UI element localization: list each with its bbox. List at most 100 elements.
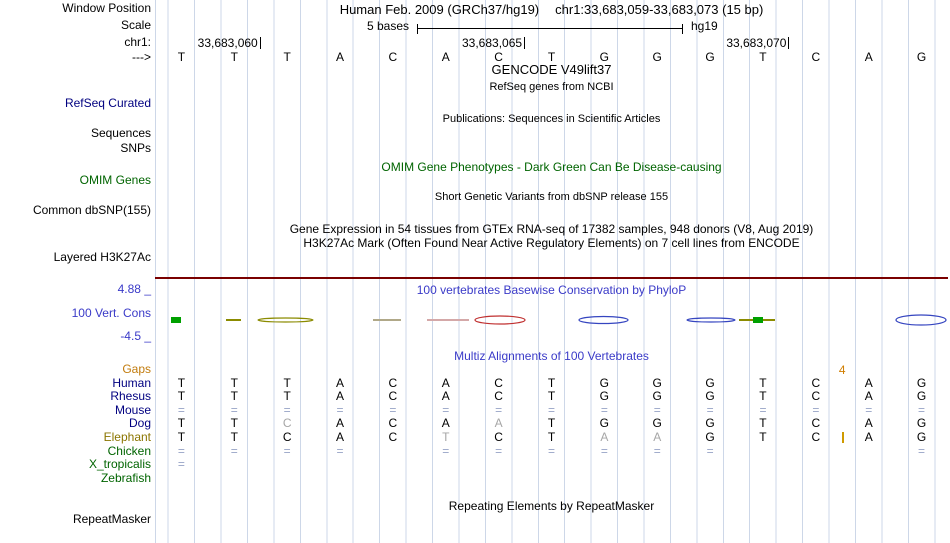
track-label-x_tropicalis[interactable]: X_tropicalis <box>88 457 151 472</box>
track-title-h3k27ac[interactable]: H3K27Ac Mark (Often Found Near Active Re… <box>303 236 800 250</box>
alignment-cell: C <box>282 430 292 444</box>
track-label-dog[interactable]: Dog <box>128 416 151 431</box>
alignment-cell: T <box>442 430 450 444</box>
alignment-cell: T <box>177 389 186 404</box>
alignment-cell: A <box>336 430 345 444</box>
alignment-cell: = <box>283 443 291 458</box>
track-title-conservation[interactable]: 100 vertebrates Basewise Conservation by… <box>416 283 687 297</box>
alignment-cell: = <box>230 402 238 417</box>
track-separator-line <box>155 277 948 279</box>
alignment-cell: = <box>442 443 450 458</box>
genome-build-label: hg19 <box>691 19 718 33</box>
alignment-cell: C <box>494 375 503 390</box>
alignment-cell: = <box>547 402 555 417</box>
alignment-cell: T <box>759 430 767 444</box>
track-label-sequences[interactable]: Sequences <box>90 126 151 140</box>
alignment-cell: T <box>230 375 238 390</box>
track-label-zebrafish[interactable]: Zebrafish <box>100 470 151 485</box>
conservation-mark <box>578 315 629 325</box>
reference-base-cell: T <box>547 50 556 64</box>
alignment-cell: = <box>177 402 185 417</box>
track-label-snps[interactable]: SNPs <box>120 141 151 155</box>
track-label-chicken[interactable]: Chicken <box>107 443 151 458</box>
alignment-cell: T <box>230 416 238 431</box>
track-title-repeatmasker[interactable]: Repeating Elements by RepeatMasker <box>448 499 655 513</box>
track-label-repeatmasker[interactable]: RepeatMasker <box>72 512 151 526</box>
reference-base-cell: T <box>283 50 291 64</box>
track-label-rhesus[interactable]: Rhesus <box>110 389 151 404</box>
reference-base-cell: C <box>494 50 503 64</box>
reference-base-cell: A <box>336 50 345 64</box>
alignment-cell: G <box>705 416 715 431</box>
track-title-gencode[interactable]: GENCODE V49lift37 <box>491 62 612 77</box>
reference-base-cell: G <box>652 50 662 64</box>
reference-base-cell: G <box>916 50 927 64</box>
alignment-cell: A <box>336 389 345 404</box>
alignment-cell: A <box>441 416 450 431</box>
track-title-gtex[interactable]: Gene Expression in 54 tissues from GTEx … <box>289 222 814 236</box>
track-label-gaps[interactable]: Gaps <box>122 362 151 376</box>
alignment-cell: = <box>918 402 926 417</box>
track-label-layered-h3k27ac[interactable]: Layered H3K27Ac <box>53 250 151 264</box>
track-label-mouse[interactable]: Mouse <box>114 402 151 417</box>
alignment-cell: T <box>547 375 556 390</box>
alignment-cell: G <box>599 375 610 390</box>
base-position-grid <box>155 0 948 543</box>
reference-base-cell: C <box>388 50 398 64</box>
alignment-cell: G <box>599 416 610 431</box>
track-title-publications[interactable]: Publications: Sequences in Scientific Ar… <box>442 113 661 125</box>
alignment-cell: A <box>336 416 345 431</box>
assembly-position-header: Human Feb. 2009 (GRCh37/hg19) chr1:33,68… <box>155 2 948 17</box>
coordinate-tick <box>524 37 526 49</box>
alignment-cell: A <box>441 389 450 404</box>
track-label-common-dbsnp[interactable]: Common dbSNP(155) <box>32 203 151 217</box>
track-label-100-vert-cons[interactable]: 100 Vert. Cons <box>71 306 151 320</box>
alignment-cell: T <box>547 389 556 404</box>
alignment-cell: G <box>599 389 610 404</box>
reference-base-cell: G <box>599 50 610 64</box>
alignment-cell: A <box>864 430 873 444</box>
conservation-mark <box>257 317 314 323</box>
track-label-elephant[interactable]: Elephant <box>103 430 151 444</box>
alignment-cell: T <box>230 430 238 444</box>
alignment-cell: G <box>652 416 662 431</box>
alignment-cell: A <box>653 430 662 444</box>
track-title-multiz[interactable]: Multiz Alignments of 100 Vertebrates <box>454 349 649 363</box>
track-label-human[interactable]: Human <box>112 375 151 390</box>
alignment-cell: T <box>759 389 767 404</box>
alignment-cell: C <box>494 430 503 444</box>
alignment-cell: = <box>812 402 820 417</box>
scale-row-label: Scale <box>120 18 151 32</box>
track-title-dbsnp[interactable]: Short Genetic Variants from dbSNP releas… <box>434 191 669 203</box>
alignment-cell: = <box>759 402 767 417</box>
reference-base-cell: G <box>705 50 715 64</box>
track-title-refseq[interactable]: RefSeq genes from NCBI <box>489 81 614 93</box>
conservation-track[interactable] <box>155 295 948 345</box>
alignment-cell: A <box>864 416 873 431</box>
alignment-cell: T <box>177 430 186 444</box>
alignment-cell: C <box>388 416 398 431</box>
alignment-cell: T <box>759 375 767 390</box>
gap-size-label: 4 <box>838 363 846 377</box>
alignment-cell: = <box>495 402 503 417</box>
track-label-refseq-curated[interactable]: RefSeq Curated <box>64 96 151 110</box>
alignment-cell: = <box>442 402 450 417</box>
alignment-cell: = <box>653 402 661 417</box>
alignment-cell: A <box>600 430 609 444</box>
reference-base-cell: T <box>230 50 238 64</box>
alignment-cell: = <box>653 443 661 458</box>
alignment-cell: A <box>864 375 873 390</box>
alignment-cell: C <box>811 375 821 390</box>
alignment-cell: = <box>706 443 714 458</box>
track-title-omim[interactable]: OMIM Gene Phenotypes - Dark Green Can Be… <box>381 160 722 174</box>
alignment-cell: A <box>494 416 503 431</box>
alignment-cell: G <box>652 375 662 390</box>
conservation-mark <box>427 319 469 321</box>
alignment-cell: T <box>177 375 186 390</box>
track-label-omim-genes[interactable]: OMIM Genes <box>79 173 151 187</box>
conservation-mark <box>686 317 736 323</box>
alignment-cell: = <box>230 443 238 458</box>
scale-bar-label: 5 bases <box>366 19 409 33</box>
alignment-cell: = <box>283 402 291 417</box>
alignment-cell: G <box>705 375 715 390</box>
